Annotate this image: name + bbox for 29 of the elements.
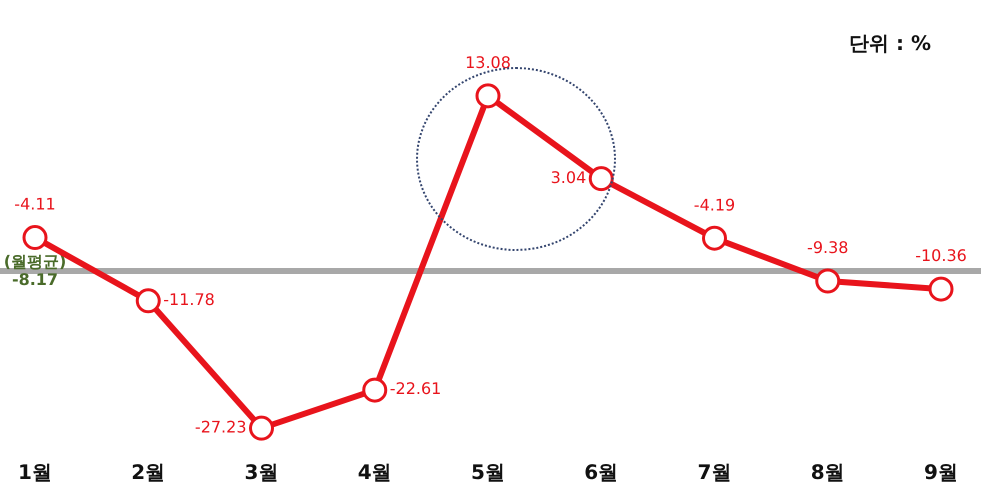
point [362, 378, 388, 403]
x-tick-label: 3월 [244, 460, 278, 484]
point [702, 226, 727, 251]
data-label: -10.36 [915, 246, 967, 266]
data-label: 3.04 [550, 168, 586, 187]
x-tick-label: 5월 [471, 460, 505, 484]
x-tick-label: 9월 [924, 460, 958, 484]
data-label: -27.23 [194, 417, 246, 436]
text: 단위 : % [849, 30, 931, 57]
point [136, 288, 161, 314]
point [928, 276, 954, 302]
point [22, 225, 48, 250]
ref-line-label: (월평균) -8.17 [4, 252, 66, 290]
data-label: -4.19 [694, 195, 736, 214]
x-tick-label: 1월 [18, 460, 52, 484]
data-label: -22.61 [390, 379, 442, 398]
data-label: 13.08 [465, 52, 511, 72]
point [815, 268, 840, 294]
point [476, 83, 500, 108]
x-tick-label: 4월 [358, 460, 392, 484]
data-label: -4.11 [14, 194, 56, 214]
x-tick-label: 7월 [698, 460, 732, 484]
x-tick-label: 2월 [131, 460, 166, 484]
x-tick-label: 6월 [584, 460, 618, 484]
data-label: -9.38 [807, 238, 848, 258]
point [249, 416, 274, 441]
x-tick-label: 8월 [810, 460, 845, 484]
point [588, 166, 614, 192]
data-label: -11.78 [163, 290, 215, 309]
